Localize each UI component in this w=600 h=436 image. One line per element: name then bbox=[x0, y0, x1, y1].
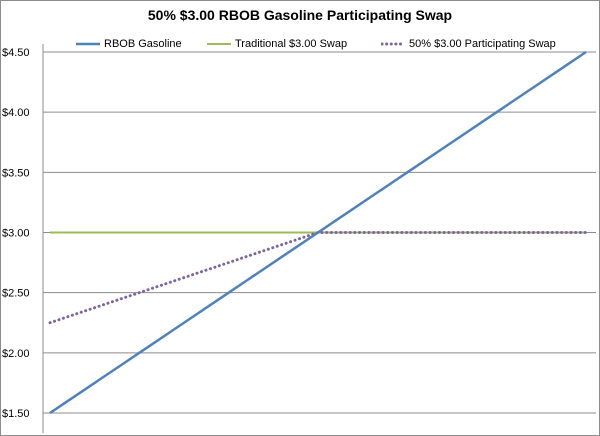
y-tick-label-6: $4.50 bbox=[2, 47, 30, 59]
legend-swatch-traditional-swap bbox=[207, 43, 231, 45]
y-tick-label-2: $2.50 bbox=[2, 288, 30, 300]
y-tick-label-1: $2.00 bbox=[2, 348, 30, 360]
legend-label-traditional-swap: Traditional $3.00 Swap bbox=[235, 38, 348, 50]
y-tick-label-4: $3.50 bbox=[2, 167, 30, 179]
series-line-2 bbox=[48, 231, 588, 325]
chart-title: 50% $3.00 RBOB Gasoline Participating Sw… bbox=[147, 7, 453, 23]
y-tick-label-0: $1.50 bbox=[2, 408, 30, 420]
legend-swatch-rbob bbox=[76, 42, 100, 46]
legend-label-rbob: RBOB Gasoline bbox=[104, 38, 182, 50]
y-tick-label-3: $3.00 bbox=[2, 228, 30, 240]
y-tick-label-5: $4.00 bbox=[2, 107, 30, 119]
series-line-0 bbox=[49, 50, 587, 415]
legend-swatch-participating-swap bbox=[381, 42, 405, 46]
legend-label-participating-swap: 50% $3.00 Participating Swap bbox=[409, 38, 556, 50]
legend: RBOB Gasoline Traditional $3.00 Swap 50%… bbox=[0, 37, 600, 51]
